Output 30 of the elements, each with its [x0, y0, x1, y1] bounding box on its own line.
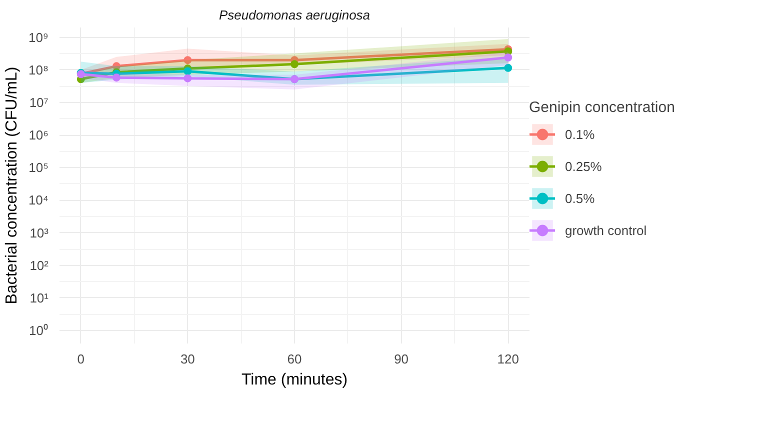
y-tick-label: 10⁰	[29, 323, 49, 338]
y-tick-label: 10⁷	[29, 94, 49, 110]
legend-label: 0.5%	[565, 190, 595, 206]
x-tick-label: 0	[77, 352, 84, 366]
point	[112, 74, 120, 82]
point	[184, 74, 192, 82]
y-tick-label: 10⁴	[28, 192, 48, 208]
x-tick-label: 30	[180, 352, 195, 366]
x-tick-label: 120	[497, 352, 519, 366]
x-axis-title: Time (minutes)	[241, 372, 348, 388]
point	[290, 60, 298, 68]
y-tick-label: 10¹	[30, 290, 50, 306]
x-tick-label: 90	[394, 352, 409, 366]
y-tick-label: 10⁵	[28, 160, 49, 176]
legend-label: growth control	[565, 222, 647, 238]
y-axis-title: Bacterial concentration (CFU/mL)	[3, 66, 20, 304]
y-tick-label: 10⁶	[28, 128, 48, 143]
point	[184, 56, 192, 64]
y-tick-label: 10⁹	[28, 30, 49, 45]
x-tick-label: 60	[287, 352, 302, 366]
legend-label: 0.1%	[565, 126, 595, 142]
legend-label: 0.25%	[565, 158, 602, 174]
y-tick-label: 10³	[30, 225, 50, 240]
y-tick-label: 10⁸	[28, 62, 49, 78]
chart-title: Pseudomonas aeruginosa	[218, 8, 370, 22]
y-tick-label: 10²	[30, 258, 50, 273]
legend-title: Genipin concentration	[529, 99, 675, 116]
point	[504, 64, 512, 72]
point	[504, 54, 512, 62]
point	[184, 67, 192, 76]
